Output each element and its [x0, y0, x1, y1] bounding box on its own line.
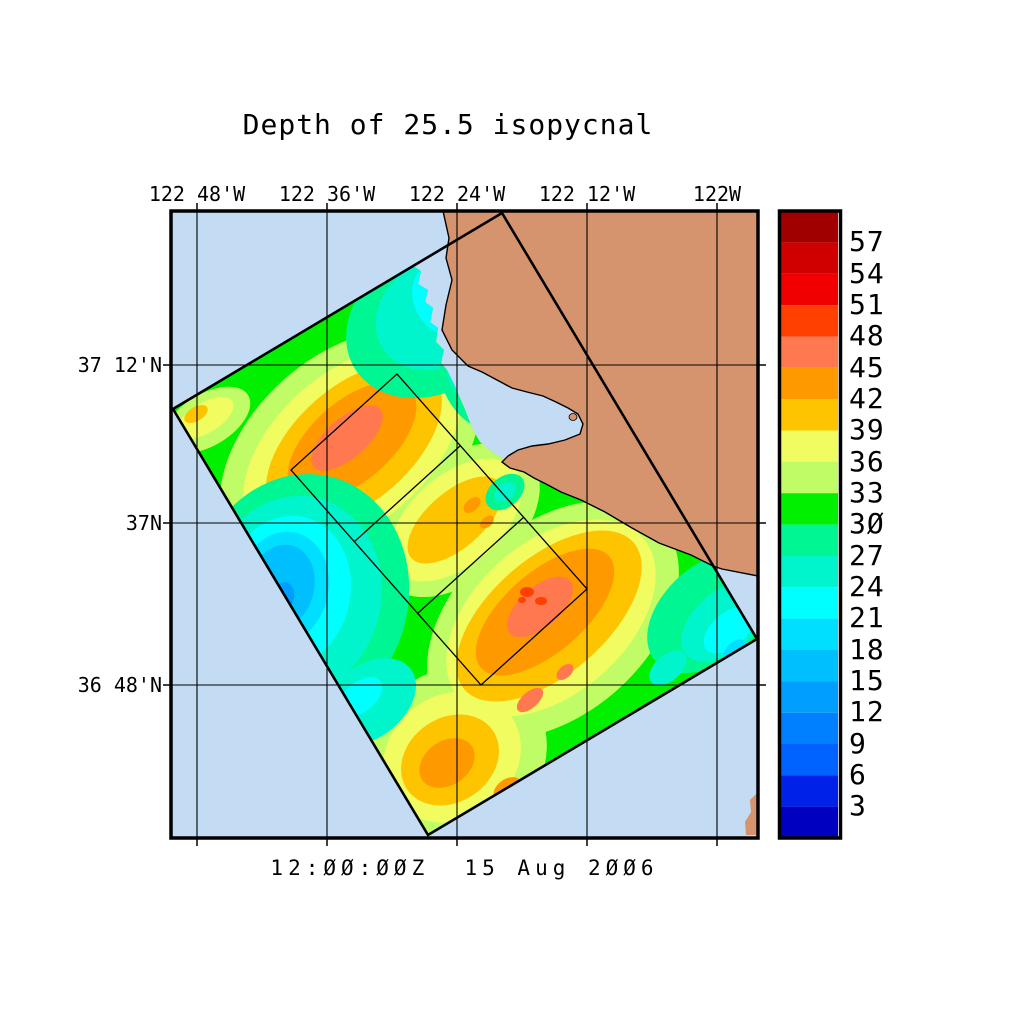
- lat-tick-label-2: 37N: [125, 511, 162, 535]
- lon-tick-label-2: 122 36'W: [278, 182, 376, 206]
- cbar-label-30: 3Ø: [849, 507, 885, 540]
- cbar-label-45: 45: [849, 351, 885, 384]
- lat-tick-label-1: 37 12'N: [77, 353, 162, 377]
- cbar-label-18: 18: [849, 633, 885, 666]
- colorbar: [777, 209, 843, 840]
- cbar-label-15: 15: [849, 664, 885, 697]
- lon-tick-label-3: 122 24'W: [408, 182, 506, 206]
- cbar-label-9: 9: [849, 727, 867, 760]
- cbar-label-33: 33: [849, 476, 885, 509]
- cbar-label-48: 48: [849, 319, 885, 352]
- cbar-label-12: 12: [849, 695, 885, 728]
- cbar-label-6: 6: [849, 758, 867, 791]
- timestamp-label: 12:ØØ:ØØZ 15 Aug 2ØØ6: [270, 856, 659, 880]
- cbar-label-39: 39: [849, 413, 885, 446]
- lat-tick-label-3: 36 48'N: [77, 673, 162, 697]
- chart-title: Depth of 25.5 isopycnal: [242, 108, 654, 141]
- cbar-label-3: 3: [849, 789, 867, 822]
- grid-lines: [171, 211, 758, 838]
- plot-frame: [169, 209, 760, 840]
- cbar-label-57: 57: [849, 225, 885, 258]
- colorbar-frame: [777, 209, 843, 840]
- cbar-label-21: 21: [849, 601, 885, 634]
- lon-tick-label-1: 122 48'W: [148, 182, 246, 206]
- lon-tick-label-4: 122 12'W: [538, 182, 636, 206]
- cbar-label-51: 51: [849, 288, 885, 321]
- south-land-point: [745, 794, 758, 835]
- lon-tick-label-5: 122W: [692, 182, 742, 206]
- cbar-label-27: 27: [849, 539, 885, 572]
- cbar-label-42: 42: [849, 382, 885, 415]
- cbar-label-54: 54: [849, 257, 885, 290]
- cbar-label-36: 36: [849, 445, 885, 478]
- cbar-label-24: 24: [849, 570, 885, 603]
- inner-domain-boxes: [290, 373, 588, 686]
- bay-island: [568, 413, 578, 421]
- outer-domain-box: [171, 211, 758, 837]
